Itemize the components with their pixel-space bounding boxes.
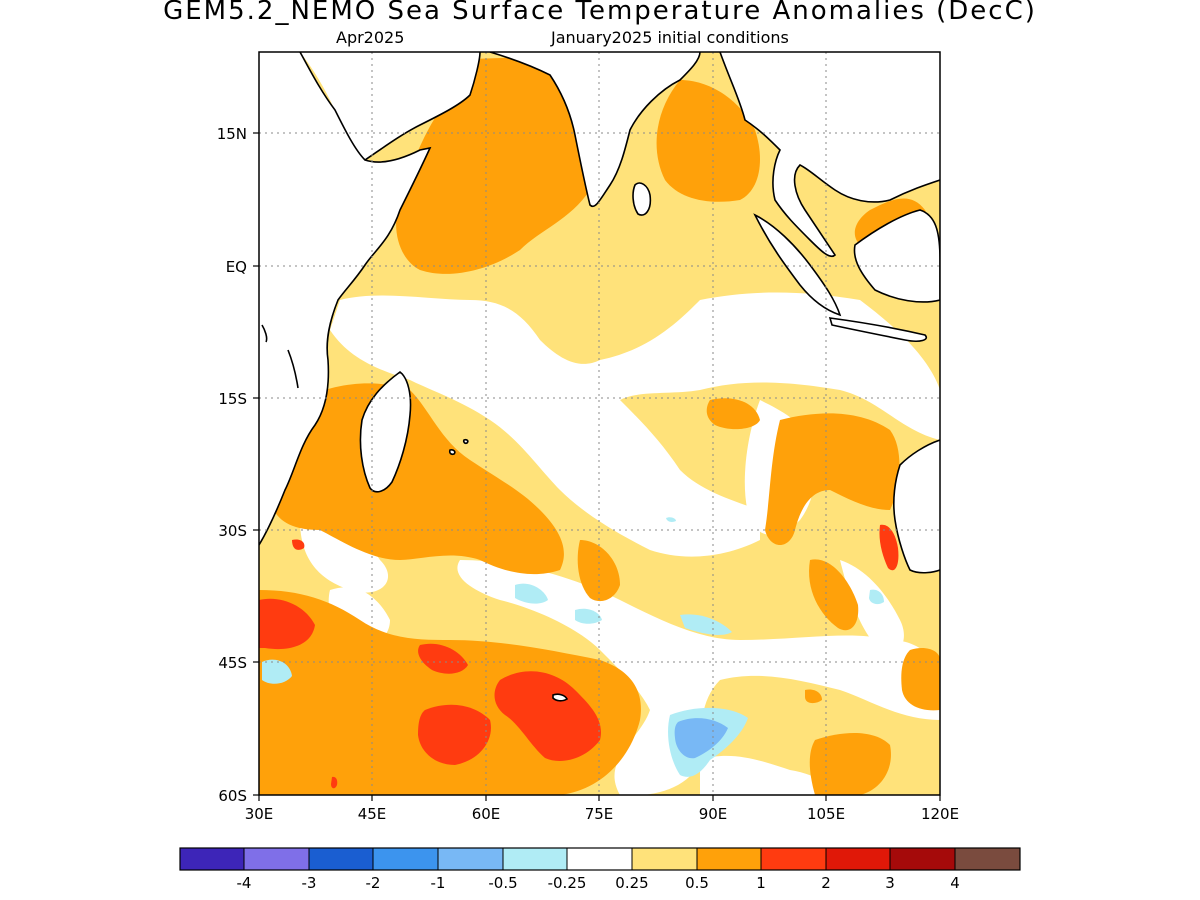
lon-label-45e: 45E [358,805,387,823]
lon-label-90e: 90E [699,805,728,823]
colorbar-swatch [631,847,698,871]
lon-label-30e: 30E [245,805,274,823]
colorbar-swatch [372,847,439,871]
colorbar-swatch [696,847,762,871]
lat-label-30s: 30S [218,522,247,540]
colorbar-swatch [760,847,827,871]
colorbar-label: -4 [237,874,252,892]
colorbar [179,847,1021,871]
initial-conditions: January2025 initial conditions [551,28,789,47]
colorbar-label: -0.5 [488,874,517,892]
colorbar-label: -3 [302,874,317,892]
colorbar-swatch [566,847,633,871]
lat-label-45s: 45S [218,654,247,672]
colorbar-label: 3 [885,874,895,892]
colorbar-swatch [243,847,310,871]
colorbar-swatch [179,847,245,871]
colorbar-swatch [825,847,891,871]
map-title: GEM5.2_NEMO Sea Surface Temperature Anom… [163,0,1037,26]
colorbar-label: 0.25 [615,874,648,892]
colorbar-label: 0.5 [685,874,709,892]
anomaly-field [259,52,940,795]
colorbar-swatch [954,847,1021,871]
forecast-month: Apr2025 [336,28,405,47]
colorbar-swatch [437,847,504,871]
lon-label-105e: 105E [807,805,845,823]
colorbar-label: -0.25 [548,874,587,892]
colorbar-label: 4 [950,874,960,892]
lat-label-15s: 15S [218,390,247,408]
colorbar-swatch [889,847,956,871]
colorbar-label: -1 [431,874,446,892]
grid-lines [259,52,940,795]
colorbar-swatch [308,847,374,871]
lat-label-eq: EQ [226,258,247,276]
colorbar-label: 1 [756,874,766,892]
colorbar-label: 2 [821,874,831,892]
lat-label-60s: 60S [218,787,247,805]
colorbar-swatch [502,847,568,871]
lat-label-15n: 15N [217,125,247,143]
lon-label-60e: 60E [472,805,501,823]
lon-label-120e: 120E [921,805,959,823]
lon-label-75e: 75E [585,805,614,823]
colorbar-label: -2 [366,874,381,892]
